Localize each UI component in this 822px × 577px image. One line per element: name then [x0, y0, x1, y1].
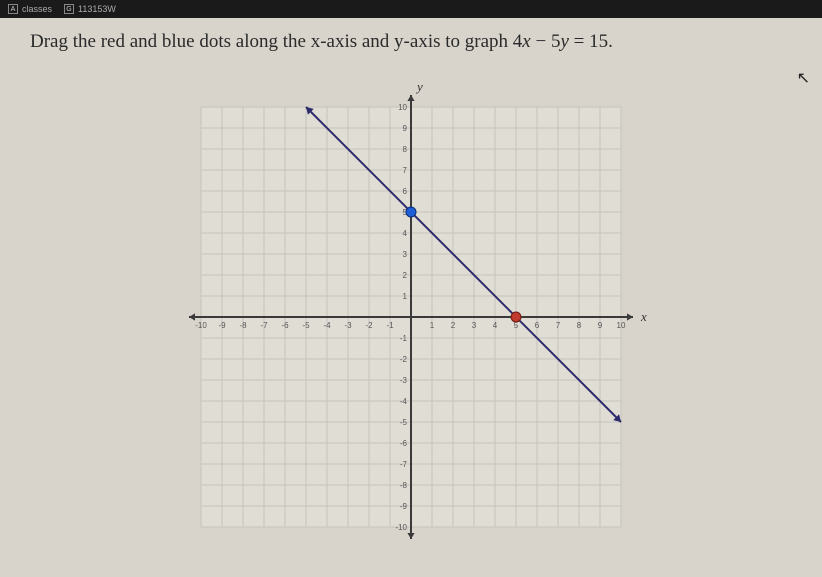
- browser-tab-2[interactable]: G 113153W: [64, 4, 116, 14]
- graph-svg[interactable]: -10-9-8-7-6-5-4-3-2-112345678910-10-9-8-…: [171, 77, 651, 557]
- svg-text:4: 4: [403, 229, 408, 238]
- svg-text:-4: -4: [323, 321, 331, 330]
- tab-label: 113153W: [78, 4, 116, 14]
- svg-text:2: 2: [403, 271, 408, 280]
- svg-text:-6: -6: [281, 321, 289, 330]
- svg-text:-1: -1: [386, 321, 394, 330]
- svg-text:10: 10: [398, 103, 407, 112]
- svg-text:-10: -10: [195, 321, 207, 330]
- svg-text:10: 10: [617, 321, 626, 330]
- browser-topbar: A classes G 113153W: [0, 0, 822, 18]
- red-dot[interactable]: [511, 312, 521, 322]
- svg-text:-2: -2: [400, 355, 408, 364]
- svg-text:-6: -6: [400, 439, 408, 448]
- svg-text:-10: -10: [395, 523, 407, 532]
- svg-text:x: x: [640, 309, 647, 324]
- svg-text:-7: -7: [400, 460, 408, 469]
- instruction-text: Drag the red and blue dots along the x-a…: [30, 28, 792, 57]
- tab-favicon: A: [8, 4, 18, 14]
- svg-text:3: 3: [403, 250, 408, 259]
- svg-text:-8: -8: [239, 321, 247, 330]
- svg-text:1: 1: [430, 321, 435, 330]
- svg-text:-7: -7: [260, 321, 268, 330]
- blue-dot[interactable]: [406, 207, 416, 217]
- tab-favicon: G: [64, 4, 74, 14]
- svg-text:1: 1: [403, 292, 408, 301]
- cursor-icon: ↖: [797, 68, 810, 88]
- svg-text:-1: -1: [400, 334, 408, 343]
- svg-text:9: 9: [403, 124, 408, 133]
- eq-coef1: 4: [513, 31, 523, 52]
- svg-text:6: 6: [403, 187, 408, 196]
- svg-text:-4: -4: [400, 397, 408, 406]
- eq-var1: x: [522, 31, 530, 52]
- svg-text:9: 9: [598, 321, 603, 330]
- svg-text:8: 8: [577, 321, 582, 330]
- svg-text:7: 7: [556, 321, 561, 330]
- svg-text:-3: -3: [400, 376, 408, 385]
- tab-label: classes: [22, 4, 52, 14]
- svg-text:-3: -3: [344, 321, 352, 330]
- svg-text:y: y: [415, 79, 423, 94]
- eq-rhs: 15: [589, 31, 608, 52]
- browser-tab-1[interactable]: A classes: [8, 4, 52, 14]
- svg-text:-9: -9: [400, 502, 408, 511]
- svg-text:7: 7: [403, 166, 408, 175]
- svg-text:8: 8: [403, 145, 408, 154]
- equation: 4x − 5y = 15: [513, 31, 608, 52]
- instruction-suffix: .: [608, 31, 613, 52]
- eq-var2: y: [560, 31, 568, 52]
- svg-text:-9: -9: [218, 321, 226, 330]
- eq-eq: =: [569, 31, 589, 52]
- coordinate-graph[interactable]: -10-9-8-7-6-5-4-3-2-112345678910-10-9-8-…: [171, 77, 651, 557]
- svg-text:2: 2: [451, 321, 456, 330]
- svg-text:-2: -2: [365, 321, 373, 330]
- svg-text:-8: -8: [400, 481, 408, 490]
- svg-text:3: 3: [472, 321, 477, 330]
- eq-op: −: [531, 31, 551, 52]
- svg-text:-5: -5: [400, 418, 408, 427]
- instruction-prefix: Drag the red and blue dots along the x-a…: [30, 31, 513, 52]
- content-area: ↖ Drag the red and blue dots along the x…: [0, 18, 822, 557]
- svg-text:-5: -5: [302, 321, 310, 330]
- svg-text:4: 4: [493, 321, 498, 330]
- svg-text:6: 6: [535, 321, 540, 330]
